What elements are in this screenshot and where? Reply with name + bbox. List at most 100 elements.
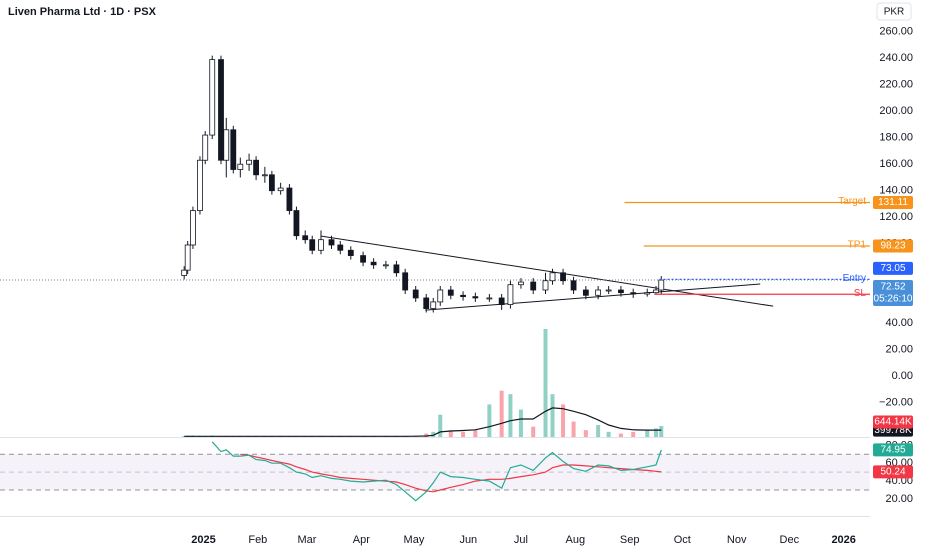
y-tick-label: 40.00 [885,317,913,329]
rsi-value-box [873,443,913,457]
x-tick-label: Jun [459,534,477,546]
candle-body [209,59,216,136]
x-tick-label: 2026 [831,534,855,546]
volume-bar [487,404,492,437]
y-tick-label: 260.00 [879,26,913,38]
candle-body [605,289,612,292]
volume-bar [561,404,566,437]
volume-bar [583,430,588,437]
candle-body [382,264,389,267]
volume-bar [182,435,187,437]
rsi-value: 74.95 [880,445,905,456]
candle-body [181,269,188,276]
volume-bar [424,433,429,437]
volume-bar [645,430,650,437]
y-tick-label: 220.00 [879,79,913,91]
volume-bar [448,430,453,437]
level-value: 98.23 [880,241,905,252]
candle-body [218,59,224,161]
volume-bar [606,431,611,437]
volume-bar [438,414,443,437]
candle-body [560,272,566,282]
candle-body [507,284,514,305]
price-axis: 260.00 240.00 220.00 200.00 180.00 160.00 140.… [873,26,913,505]
x-tick-label: Sep [620,534,640,546]
candle-body [347,249,354,256]
volume-bar [571,421,576,437]
level-name: SL [854,288,867,299]
currency-button[interactable] [876,2,912,21]
volume-bar [596,425,601,437]
rsi-ma-line [240,453,662,493]
candle-body [237,163,244,170]
y-tick-label: 140.00 [879,185,913,197]
rsi-line [211,441,662,502]
candle-body [293,210,300,237]
volume-value: 644.14K [874,417,912,428]
countdown: 05:26:10 [874,294,913,305]
volume-bar [618,433,623,437]
level-value: 131.11 [878,197,908,208]
candle-body [644,292,651,295]
x-tick-label: 2025 [191,534,215,546]
candle-body [268,174,275,192]
y-tick-label: 120.00 [879,211,913,223]
level-name: Target [838,196,866,207]
candle-body [472,296,479,299]
candle-body [430,301,437,309]
candle-body [190,210,196,246]
x-tick-label: Aug [566,534,586,546]
candle-body [318,239,324,251]
candle-body [246,159,252,165]
last-price-box [873,280,913,307]
last-price: 72.52 [880,282,905,293]
candle-body [370,261,377,266]
rsi-tick-label: 20.00 [885,493,913,505]
candle-body [393,264,400,274]
candle-body [630,292,637,295]
currency[interactable]: PKR [884,7,905,18]
rsi-ma-value: 50.24 [880,467,905,478]
plot-area: Target TP1 Entry SL [0,55,870,502]
trendline [425,283,761,311]
candle-body [328,239,335,246]
level-value-box [873,261,913,275]
rsi-band [0,454,870,490]
candle-body [486,297,493,300]
level-name: TP1 [848,240,867,251]
price-axis-panel [870,0,932,550]
candle-body [595,289,602,296]
x-tick-label: Feb [248,534,267,546]
x-tick-label: May [404,534,425,546]
candle-body [653,289,659,294]
candle-body [337,244,344,251]
volume-bar [473,430,478,437]
candle-body [437,289,444,303]
candle-body [530,281,537,291]
volume-bar [499,390,504,437]
candle-body [277,187,284,192]
candle-body [286,187,293,211]
candle-body [197,159,203,211]
rsi-ma-value-box [873,465,913,479]
candle-body [423,297,430,309]
y-tick-label: 200.00 [879,105,913,117]
y-tick-label: 20.00 [885,344,913,356]
volume-bar [531,426,536,437]
level-value-box [873,195,913,209]
y-tick-label: 0.00 [892,370,913,382]
volume-bar [431,431,436,437]
chart-title: Liven Pharma Ltd · 1D · PSX [8,6,157,18]
volume-bar [508,394,513,437]
candle-body [261,174,268,177]
candle-body [498,297,505,305]
candle-body [402,272,409,291]
x-tick-label: Mar [297,534,316,546]
volume-ma-value: 399.78K [874,425,912,436]
candle-body [302,235,309,241]
candle-body [582,289,589,296]
volume-bar [659,425,664,437]
candle-body [184,244,191,271]
y-tick-label: −20.00 [879,396,913,408]
candle-body [202,134,209,161]
